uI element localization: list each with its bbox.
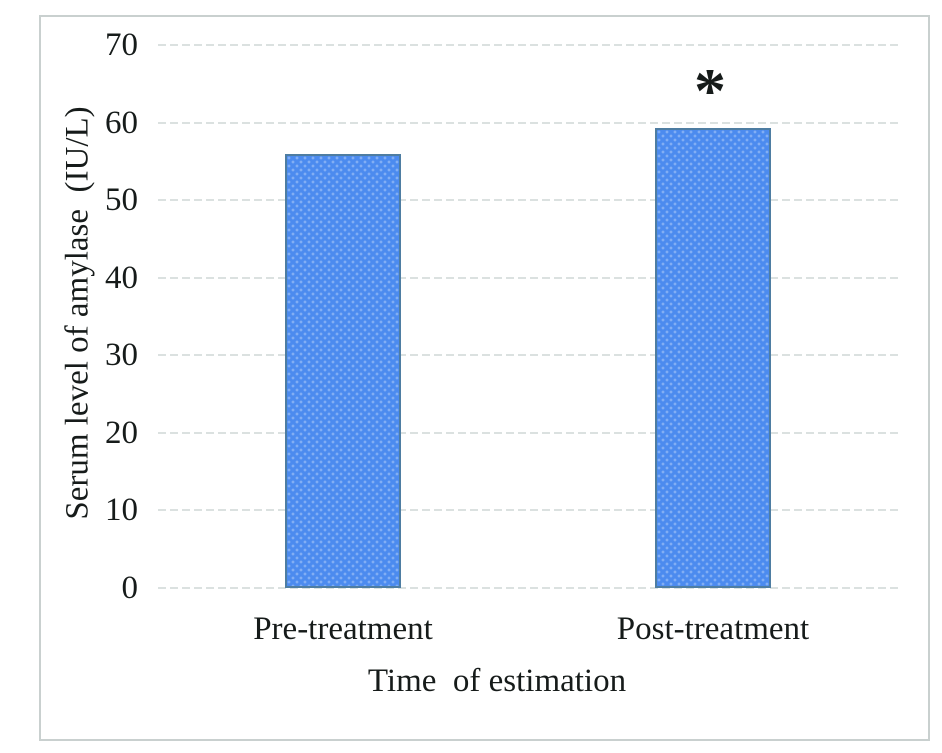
y-tick-label-70: 70: [105, 27, 138, 63]
gridline-30: [158, 354, 898, 357]
gridline-0: [158, 587, 898, 589]
y-axis-title: Serum level of amylase (IU/L): [59, 106, 96, 520]
y-tick-label-10: 10: [105, 492, 138, 529]
gridline-40: [158, 276, 898, 279]
gridline-20: [158, 431, 898, 434]
figure-frame: [39, 15, 930, 741]
y-tick-label-50: 50: [105, 182, 138, 219]
gridline-50: [158, 199, 898, 202]
y-tick-label-40: 40: [105, 259, 138, 296]
significance-asterisk: *: [694, 55, 726, 126]
plot-area: [158, 44, 898, 589]
gridline-10: [158, 509, 898, 512]
y-tick-label-0: 0: [121, 570, 139, 606]
bar-post-treatment: [655, 128, 771, 588]
x-tick-label-post-treatment: Post-treatment: [616, 611, 810, 647]
gridline-60: [158, 121, 898, 124]
y-tick-label-30: 30: [105, 337, 138, 374]
x-tick-label-pre-treatment: Pre-treatment: [253, 611, 433, 647]
y-tick-label-20: 20: [105, 414, 138, 451]
y-tick-label-60: 60: [105, 104, 138, 141]
bar-pre-treatment: [285, 154, 401, 588]
gridline-70: [158, 44, 898, 46]
x-axis-title: Time of estimation: [367, 663, 627, 699]
